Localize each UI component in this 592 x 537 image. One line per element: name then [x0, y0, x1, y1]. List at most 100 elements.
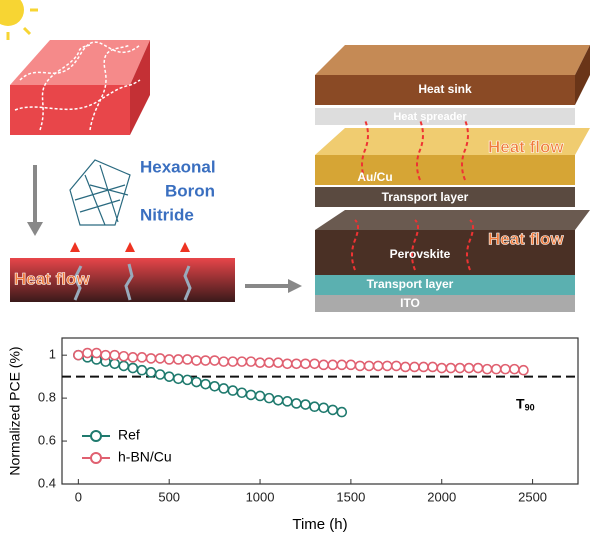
marker: [136, 364, 148, 376]
hbn-flake: [69, 159, 131, 226]
marker: [154, 369, 166, 380]
marker: [109, 358, 120, 370]
material-label: Boron: [165, 181, 215, 200]
material-label: Nitride: [140, 205, 194, 224]
marker: [445, 362, 457, 374]
arrow-head: [288, 279, 302, 293]
layer-label: Perovskite: [390, 247, 451, 261]
marker: [509, 363, 520, 375]
chart: 0.4 0.6 0.8 1 0 500 1000 1500 2000 2500 Time (h) No…: [7, 337, 579, 533]
polymer-slab: [10, 40, 150, 135]
marker: [436, 362, 448, 374]
y-axis-label: Normalized PCE (%): [7, 346, 23, 475]
marker: [281, 396, 293, 407]
marker: [336, 406, 348, 418]
marker: [281, 358, 293, 370]
legend-marker: [90, 452, 102, 464]
marker: [309, 358, 320, 370]
marker: [236, 356, 248, 367]
material-label: Hexaonal: [140, 157, 216, 176]
layer-label: Transport layer: [382, 190, 469, 204]
marker: [263, 357, 275, 368]
marker: [518, 364, 529, 376]
y-tick-label: 0.4: [38, 475, 56, 490]
marker: [227, 385, 239, 396]
marker: [472, 362, 484, 374]
marker: [391, 360, 402, 372]
x-tick-label: 1000: [246, 489, 275, 504]
heat-arrows: [70, 242, 190, 252]
legend-marker: [90, 430, 102, 442]
marker: [490, 363, 502, 375]
marker: [254, 357, 266, 368]
marker: [254, 390, 266, 402]
fillers: [73, 263, 192, 301]
marker: [218, 356, 230, 367]
legend-label: h-BN/Cu: [118, 449, 172, 465]
marker: [300, 358, 311, 370]
marker: [200, 355, 211, 366]
marker: [100, 349, 111, 361]
x-axis-label: Time (h): [292, 516, 347, 533]
device-stack: [315, 45, 590, 312]
y-tick-label: 1: [49, 347, 56, 362]
marker: [136, 352, 148, 363]
marker: [227, 356, 239, 367]
marker: [127, 362, 139, 374]
marker: [363, 360, 375, 372]
arrow-head: [27, 222, 43, 236]
marker: [245, 389, 257, 401]
marker: [272, 357, 284, 368]
marker: [154, 353, 166, 364]
marker: [191, 376, 202, 388]
marker: [118, 350, 130, 362]
marker: [427, 361, 438, 373]
reference-label: T90: [516, 395, 535, 413]
marker: [372, 360, 384, 372]
marker: [309, 401, 320, 413]
heat-flow-label: Heat flow: [488, 229, 564, 248]
marker: [91, 347, 102, 359]
x-tick-label: 2500: [518, 489, 547, 504]
marker: [163, 371, 175, 382]
marker: [73, 349, 84, 361]
marker: [109, 349, 120, 361]
marker: [318, 402, 329, 414]
marker: [118, 360, 130, 372]
composite-slab: [10, 258, 235, 302]
marker: [182, 374, 193, 386]
marker: [182, 354, 193, 365]
marker: [236, 387, 248, 399]
marker: [172, 354, 184, 365]
marker: [454, 362, 466, 374]
layer-label: Heat sink: [418, 82, 472, 96]
marker: [191, 355, 202, 366]
y-tick-label: 0.6: [38, 432, 56, 447]
marker: [336, 359, 348, 371]
marker: [218, 383, 230, 394]
marker: [127, 352, 139, 363]
marker: [272, 394, 284, 406]
marker: [163, 354, 175, 365]
marker: [318, 359, 329, 371]
marker: [500, 363, 511, 375]
reference-label-sub: 90: [525, 403, 535, 413]
x-tick-label: 0: [75, 489, 82, 504]
marker: [245, 356, 257, 367]
marker: [345, 359, 357, 371]
x-tick-label: 1500: [336, 489, 365, 504]
marker: [409, 361, 420, 373]
plot-frame: [61, 337, 579, 485]
x-tick-label: 2000: [427, 489, 456, 504]
marker: [291, 398, 302, 409]
marker: [145, 367, 157, 378]
marker: [300, 399, 311, 410]
marker: [209, 355, 220, 366]
marker: [263, 392, 275, 404]
y-tick-label: 0.8: [38, 390, 56, 405]
marker: [481, 363, 493, 375]
marker: [145, 353, 157, 364]
marker: [327, 359, 339, 371]
marker: [200, 378, 211, 390]
